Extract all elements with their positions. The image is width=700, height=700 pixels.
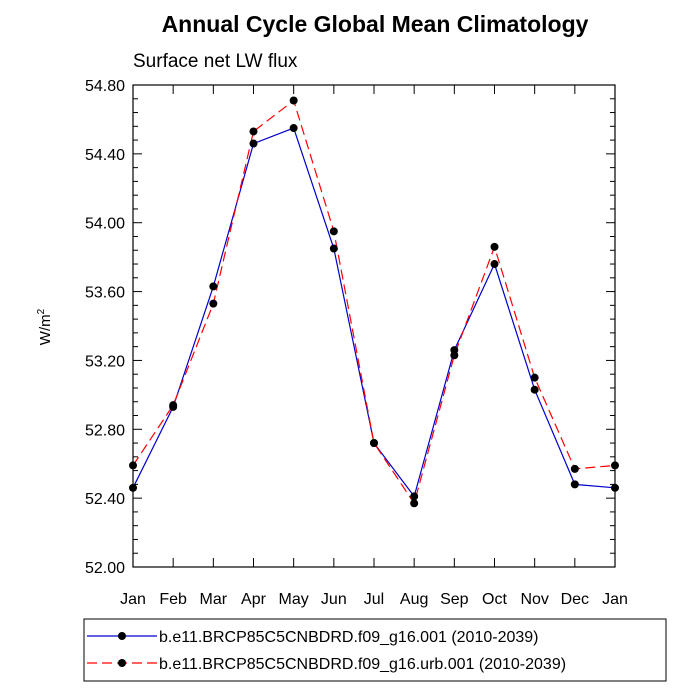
series-2-point [329,227,338,236]
legend-label-2: b.e11.BRCP85C5CNBDRD.f09_g16.urb.001 (20… [159,656,566,673]
x-tick-label: Apr [241,591,267,608]
y-tick-label: 54.40 [85,147,125,164]
series-1-point [249,139,258,148]
x-tick-label: Oct [482,591,507,608]
legend-marker-1 [118,632,126,640]
y-tick-labels: 52.00 52.40 52.80 53.20 53.60 54.00 54.40 54.80 [85,78,125,577]
series-2-point [249,127,258,136]
x-tick-label: Jan [602,591,628,608]
x-tick-labels: Jan Feb Mar Apr May Jun Jul Aug Sep Oct Nov Dec Jan [120,591,628,608]
y-tick-label: 53.20 [85,353,125,370]
x-tick-label: Jul [364,591,384,608]
legend: b.e11.BRCP85C5CNBDRD.f09_g16.001 (2010-2… [83,618,667,682]
series-1-point [570,480,579,489]
y-tick-label: 53.60 [85,285,125,302]
chart-subtitle: Surface net LW flux [133,51,298,72]
y-tick-label: 54.00 [85,216,125,233]
series-2-point [570,464,579,473]
y-axis-label-superscript: 2 [36,308,47,314]
series-2-point [490,242,499,251]
series-1-point [530,385,539,394]
y-tick-label: 54.80 [85,78,125,95]
x-tick-label: Jan [120,591,146,608]
x-tick-label: Mar [200,591,228,608]
series-1-point [410,492,419,501]
series-2-point [450,351,459,360]
y-tick-label: 52.00 [85,560,125,577]
series-2-point [530,373,539,382]
x-tick-label: Feb [159,591,187,608]
legend-marker-2 [118,659,126,667]
svg-text:W/m2: W/m2 [36,308,54,345]
x-tick-label: Nov [520,591,548,608]
x-tick-label: Sep [440,591,469,608]
y-tick-label: 52.40 [85,491,125,508]
series-2-point [410,499,419,508]
series-2-point [370,439,378,448]
legend-label-1: b.e11.BRCP85C5CNBDRD.f09_g16.001 (2010-2… [159,629,538,646]
y-axis-label: W/m [37,314,54,345]
x-tick-label: Aug [400,591,428,608]
x-tick-label: Dec [561,591,589,608]
plot-frame [132,84,616,568]
legend-box [83,618,667,682]
series-2-point [289,96,298,105]
series-1-point [329,244,338,253]
series-2-point [209,299,218,308]
series-layer [129,96,619,508]
series-1-point [209,282,218,291]
chart-title: Annual Cycle Global Mean Climatology [162,11,589,37]
series-2-point [169,401,178,410]
series-1-point [289,124,298,133]
x-tick-label: May [279,591,309,608]
axis-ticks [132,84,616,568]
y-axis-title: W/m2 [36,308,54,345]
x-tick-label: Jun [321,591,347,608]
y-tick-label: 52.80 [85,422,125,439]
series-1-point [490,260,499,269]
